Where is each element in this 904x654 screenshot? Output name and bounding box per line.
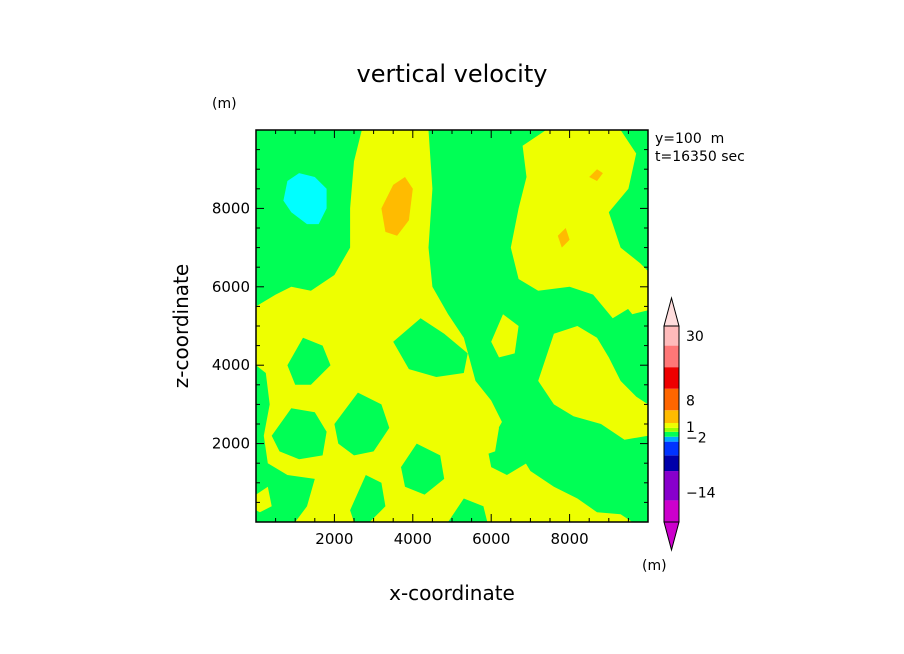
contour-region-near-zero [334, 392, 390, 456]
x-tick-label: 2000 [315, 530, 353, 548]
colorbar-frame [663, 325, 680, 523]
x-tick-label: 6000 [472, 530, 510, 548]
colorbar-segment [664, 471, 679, 501]
contour-region-near-zero [287, 337, 331, 385]
colorbar-label: −2 [686, 431, 707, 447]
time-info: t=16350 sec [655, 149, 745, 165]
colorbar-segment [664, 410, 679, 424]
colorbar-bottom-arrow [663, 521, 680, 552]
plot-axes: 2000 4000 6000 8000 2000 4000 6000 8000 [212, 129, 649, 548]
colorbar-segment [664, 388, 679, 411]
colorbar-unit: (m) [642, 558, 667, 574]
contour-region-positive [256, 486, 272, 513]
contour-region-near-zero [350, 475, 386, 522]
y-slice-info: y=100 m [655, 131, 724, 147]
y-tick-label: 2000 [212, 435, 250, 453]
y-tick-label: 8000 [212, 199, 250, 217]
contour-region-positive [510, 130, 641, 319]
colorbar-segment [664, 431, 679, 437]
y-tick-label: 6000 [212, 278, 250, 296]
contour-region-near-zero [271, 408, 327, 460]
contour-region-moderate-positive [589, 169, 603, 181]
colorbar-segment [664, 441, 679, 456]
colorbar-segment [664, 455, 679, 472]
x-tick-label: 4000 [394, 530, 432, 548]
x-axis-label: x-coordinate [389, 581, 515, 605]
contour-region-near-zero [393, 318, 468, 377]
contour-region-negative [283, 173, 327, 225]
contour-region-positive [475, 416, 499, 456]
colorbar-label: 1 [686, 420, 695, 436]
colorbar-label: 8 [686, 393, 695, 409]
chart-title: vertical velocity [357, 60, 548, 88]
contour-region-near-zero [401, 443, 445, 495]
colorbar-segment [664, 436, 679, 442]
y-tick-label: 4000 [212, 356, 250, 374]
colorbar-segment [664, 367, 679, 389]
colorbar-top-arrow [663, 296, 680, 327]
colorbar-label: −14 [686, 486, 716, 502]
contour-region-moderate-positive [381, 177, 413, 236]
colorbar: 30 8 1−2 −14 [663, 296, 716, 552]
y-axis-label: z-coordinate [169, 264, 193, 388]
contour-region-near-zero [448, 498, 488, 522]
contour-plot-area [256, 130, 648, 522]
y-axis-unit: (m) [212, 96, 237, 112]
contour-region-positive [491, 314, 519, 358]
colorbar-segment [664, 326, 679, 346]
contour-region-positive [616, 263, 648, 315]
contour-region-moderate-positive [557, 228, 570, 248]
colorbar-segment [664, 423, 679, 428]
colorbar-segment [664, 427, 679, 432]
contour-region-positive [538, 326, 648, 440]
x-tick-label: 8000 [551, 530, 589, 548]
colorbar-label: 30 [686, 329, 704, 345]
colorbar-segment [664, 500, 679, 522]
colorbar-segment [664, 345, 679, 368]
